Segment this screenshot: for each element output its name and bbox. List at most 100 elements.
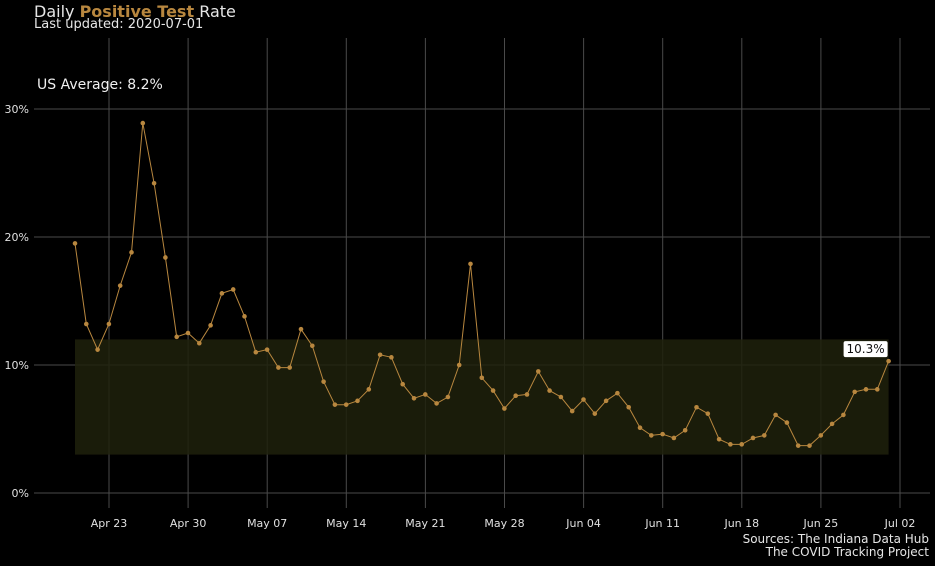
data-point [524,392,530,397]
data-point [502,406,507,411]
data-point [276,365,281,370]
x-tick-label: May 21 [405,517,445,530]
data-point [242,314,247,319]
data-point [807,443,812,448]
data-point [343,402,349,407]
x-tick-label: Apr 23 [91,517,128,530]
y-tick-label: 20% [5,231,29,244]
data-point [434,401,439,406]
data-point [185,330,191,336]
data-point [592,411,598,416]
data-point [852,389,857,395]
data-point [829,421,835,427]
data-point [569,408,575,414]
x-tick-label: Apr 30 [170,517,207,530]
data-point [174,334,179,340]
data-point [310,343,315,349]
us-average-annotation: US Average: 8.2% [37,77,163,93]
data-point [671,435,677,441]
x-tick-label: Jul 02 [884,517,916,530]
x-tick-label: May 28 [484,517,524,530]
data-point [694,404,699,410]
data-point [332,402,338,407]
data-point [151,180,157,186]
us-average-band [75,339,889,455]
data-point [818,433,824,438]
data-point [581,397,586,402]
data-point [547,388,552,393]
data-point [637,425,643,431]
data-point [739,442,744,447]
x-tick-label: Jun 04 [565,517,601,530]
data-point [603,398,609,404]
data-point [705,411,711,416]
data-point [682,427,688,433]
data-point [197,340,202,346]
x-tick-label: Jun 11 [644,517,680,530]
data-point [513,393,518,399]
data-point [219,291,225,296]
title-prefix: Daily [34,2,80,21]
data-point [366,387,372,392]
data-point [298,326,304,332]
source-line-1: Sources: The Indiana Data Hub [742,532,929,546]
data-point [163,255,168,260]
title-suffix: Rate [194,2,236,21]
x-tick-label: May 14 [326,517,366,530]
data-point [377,352,383,358]
y-axis-ticks: 0% 10% 20% 30% [5,103,29,500]
data-point [773,412,778,418]
data-point [795,443,801,448]
data-point [208,323,213,328]
data-point [863,387,869,392]
x-tick-label: May 07 [247,517,287,530]
data-point [230,287,236,292]
data-point [660,431,665,437]
data-point [886,358,891,364]
data-point [106,321,112,327]
data-point [762,433,767,438]
data-point [117,283,123,288]
data-point [72,241,78,246]
data-point [750,435,756,441]
last-updated: Last updated: 2020-07-01 [34,17,204,32]
data-point [389,355,394,360]
data-point [423,392,428,397]
data-point [536,369,541,374]
data-point [84,321,89,327]
chart-title: Daily Positive Test Rate [34,2,236,21]
data-point [468,261,473,267]
data-point [626,404,631,410]
last-value-text: 10.3% [847,342,885,356]
data-point [456,362,462,368]
data-point [490,388,496,393]
data-point [615,390,620,396]
data-point [95,347,100,352]
x-axis-ticks: Apr 23 Apr 30 May 07 May 14 May 21 May 28 Jun … [91,517,916,530]
data-point [287,365,293,370]
data-point [716,436,722,442]
data-point [445,394,451,400]
last-value-label: 10.3% [843,341,888,358]
source-line-2: The COVID Tracking Project [765,545,929,559]
data-point [400,381,406,387]
data-point [264,347,270,352]
data-point [649,433,654,438]
data-point [841,412,846,418]
y-tick-label: 30% [5,103,29,116]
sources-caption: Sources: The Indiana Data Hub The COVID … [743,533,929,559]
data-point [479,375,485,381]
data-point [784,420,790,425]
data-point [321,379,326,384]
data-point [875,387,880,392]
title-highlight: Positive Test [79,2,195,21]
data-point [355,398,360,404]
data-point [558,394,564,400]
y-tick-label: 0% [12,487,29,500]
data-points [72,120,891,448]
data-point [129,250,134,255]
x-tick-label: Jun 25 [803,517,839,530]
data-point [411,395,417,401]
y-tick-label: 10% [5,359,29,372]
